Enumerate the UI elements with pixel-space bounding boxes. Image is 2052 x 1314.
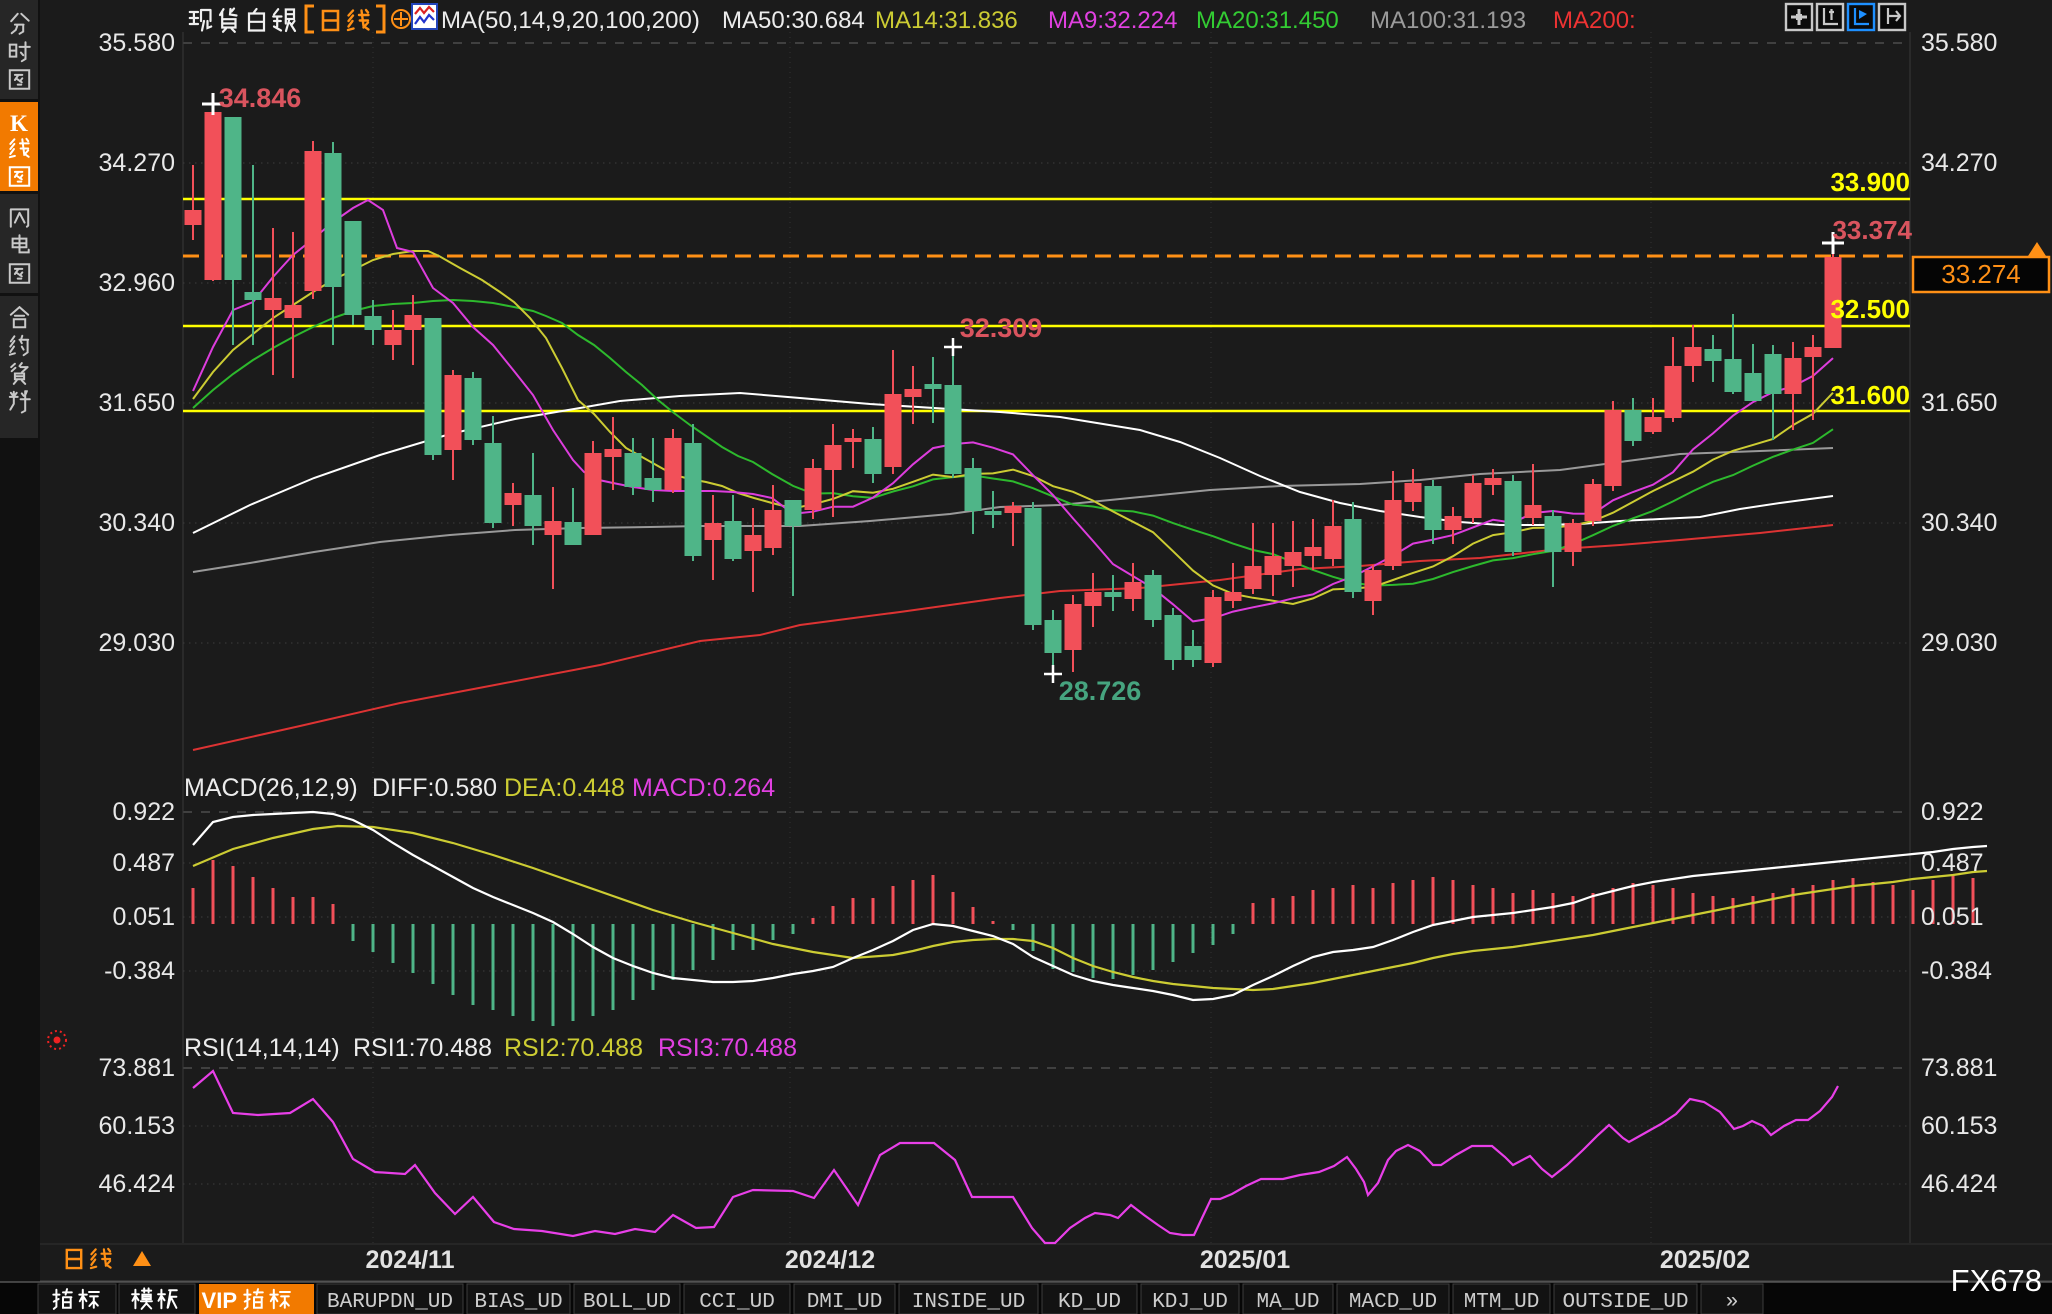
svg-text:MTM_UD: MTM_UD: [1464, 1291, 1540, 1314]
svg-text:DIFF:0.580: DIFF:0.580: [372, 774, 497, 802]
svg-text:-0.384: -0.384: [104, 957, 175, 985]
svg-text:33.374: 33.374: [1832, 215, 1912, 245]
svg-text:MA9:32.224: MA9:32.224: [1048, 7, 1177, 34]
svg-text:K: K: [10, 111, 28, 136]
svg-text:0.487: 0.487: [112, 849, 175, 877]
svg-text:33.274: 33.274: [1941, 259, 2021, 289]
svg-text:RSI(14,14,14): RSI(14,14,14): [184, 1034, 340, 1062]
svg-text:2024/12: 2024/12: [785, 1246, 875, 1274]
svg-text:0.051: 0.051: [1921, 903, 1984, 931]
svg-text:32.500: 32.500: [1830, 294, 1910, 324]
svg-text:RSI3:70.488: RSI3:70.488: [658, 1034, 797, 1062]
svg-text:BOLL_UD: BOLL_UD: [583, 1291, 671, 1314]
svg-text:34.270: 34.270: [99, 149, 175, 177]
svg-text:MACD_UD: MACD_UD: [1349, 1291, 1437, 1314]
svg-text:0.922: 0.922: [112, 798, 175, 826]
svg-text:-0.384: -0.384: [1921, 957, 1992, 985]
svg-text:KD_UD: KD_UD: [1058, 1291, 1121, 1314]
svg-text:60.153: 60.153: [1921, 1112, 1997, 1140]
svg-text:0.922: 0.922: [1921, 798, 1984, 826]
svg-text:RSI1:70.488: RSI1:70.488: [353, 1034, 492, 1062]
svg-text:29.030: 29.030: [99, 629, 175, 657]
svg-text:35.580: 35.580: [1921, 29, 1997, 57]
svg-text:»: »: [1726, 1291, 1739, 1314]
svg-text:2024/11: 2024/11: [366, 1246, 455, 1274]
svg-text:73.881: 73.881: [1921, 1054, 1997, 1082]
svg-text:MA14:31.836: MA14:31.836: [875, 7, 1018, 34]
svg-text:35.580: 35.580: [99, 29, 175, 57]
svg-text:46.424: 46.424: [1921, 1170, 1998, 1198]
svg-text:60.153: 60.153: [99, 1112, 175, 1140]
svg-text:BIAS_UD: BIAS_UD: [474, 1291, 562, 1314]
svg-text:29.030: 29.030: [1921, 629, 1997, 657]
svg-text:0.487: 0.487: [1921, 849, 1984, 877]
svg-text:28.726: 28.726: [1059, 676, 1142, 706]
svg-text:34.270: 34.270: [1921, 149, 1997, 177]
svg-text:30.340: 30.340: [1921, 509, 1997, 537]
svg-text:CCI_UD: CCI_UD: [699, 1291, 775, 1314]
svg-text:FX678: FX678: [1951, 1263, 2042, 1298]
svg-text:MACD(26,12,9): MACD(26,12,9): [184, 774, 358, 802]
svg-text:31.600: 31.600: [1830, 380, 1910, 410]
svg-text:33.900: 33.900: [1830, 167, 1910, 197]
svg-text:VIP: VIP: [202, 1288, 237, 1313]
svg-text:MACD:0.264: MACD:0.264: [632, 774, 775, 802]
svg-text:OUTSIDE_UD: OUTSIDE_UD: [1562, 1291, 1688, 1314]
svg-text:0.051: 0.051: [112, 903, 175, 931]
svg-text:MA20:31.450: MA20:31.450: [1196, 7, 1339, 34]
svg-text:RSI2:70.488: RSI2:70.488: [504, 1034, 643, 1062]
svg-text:2025/01: 2025/01: [1200, 1246, 1290, 1274]
svg-text:73.881: 73.881: [99, 1054, 175, 1082]
svg-text:MA(50,14,9,20,100,200): MA(50,14,9,20,100,200): [441, 7, 700, 34]
svg-text:34.846: 34.846: [219, 83, 302, 113]
svg-text:DEA:0.448: DEA:0.448: [504, 774, 625, 802]
svg-text:31.650: 31.650: [99, 389, 175, 417]
svg-text:46.424: 46.424: [99, 1170, 176, 1198]
svg-text:MA100:31.193: MA100:31.193: [1370, 7, 1526, 34]
svg-text:30.340: 30.340: [99, 509, 175, 537]
svg-text:2025/02: 2025/02: [1660, 1246, 1750, 1274]
svg-text:32.960: 32.960: [99, 269, 175, 297]
svg-text:31.650: 31.650: [1921, 389, 1997, 417]
svg-text:MA_UD: MA_UD: [1256, 1291, 1319, 1314]
svg-text:INSIDE_UD: INSIDE_UD: [912, 1291, 1025, 1314]
svg-text:BARUPDN_UD: BARUPDN_UD: [327, 1291, 453, 1314]
svg-text:DMI_UD: DMI_UD: [807, 1291, 883, 1314]
svg-text:KDJ_UD: KDJ_UD: [1152, 1291, 1228, 1314]
svg-text:MA50:30.684: MA50:30.684: [722, 7, 865, 34]
svg-text:MA200:: MA200:: [1553, 7, 1636, 34]
svg-text:32.309: 32.309: [960, 313, 1043, 343]
